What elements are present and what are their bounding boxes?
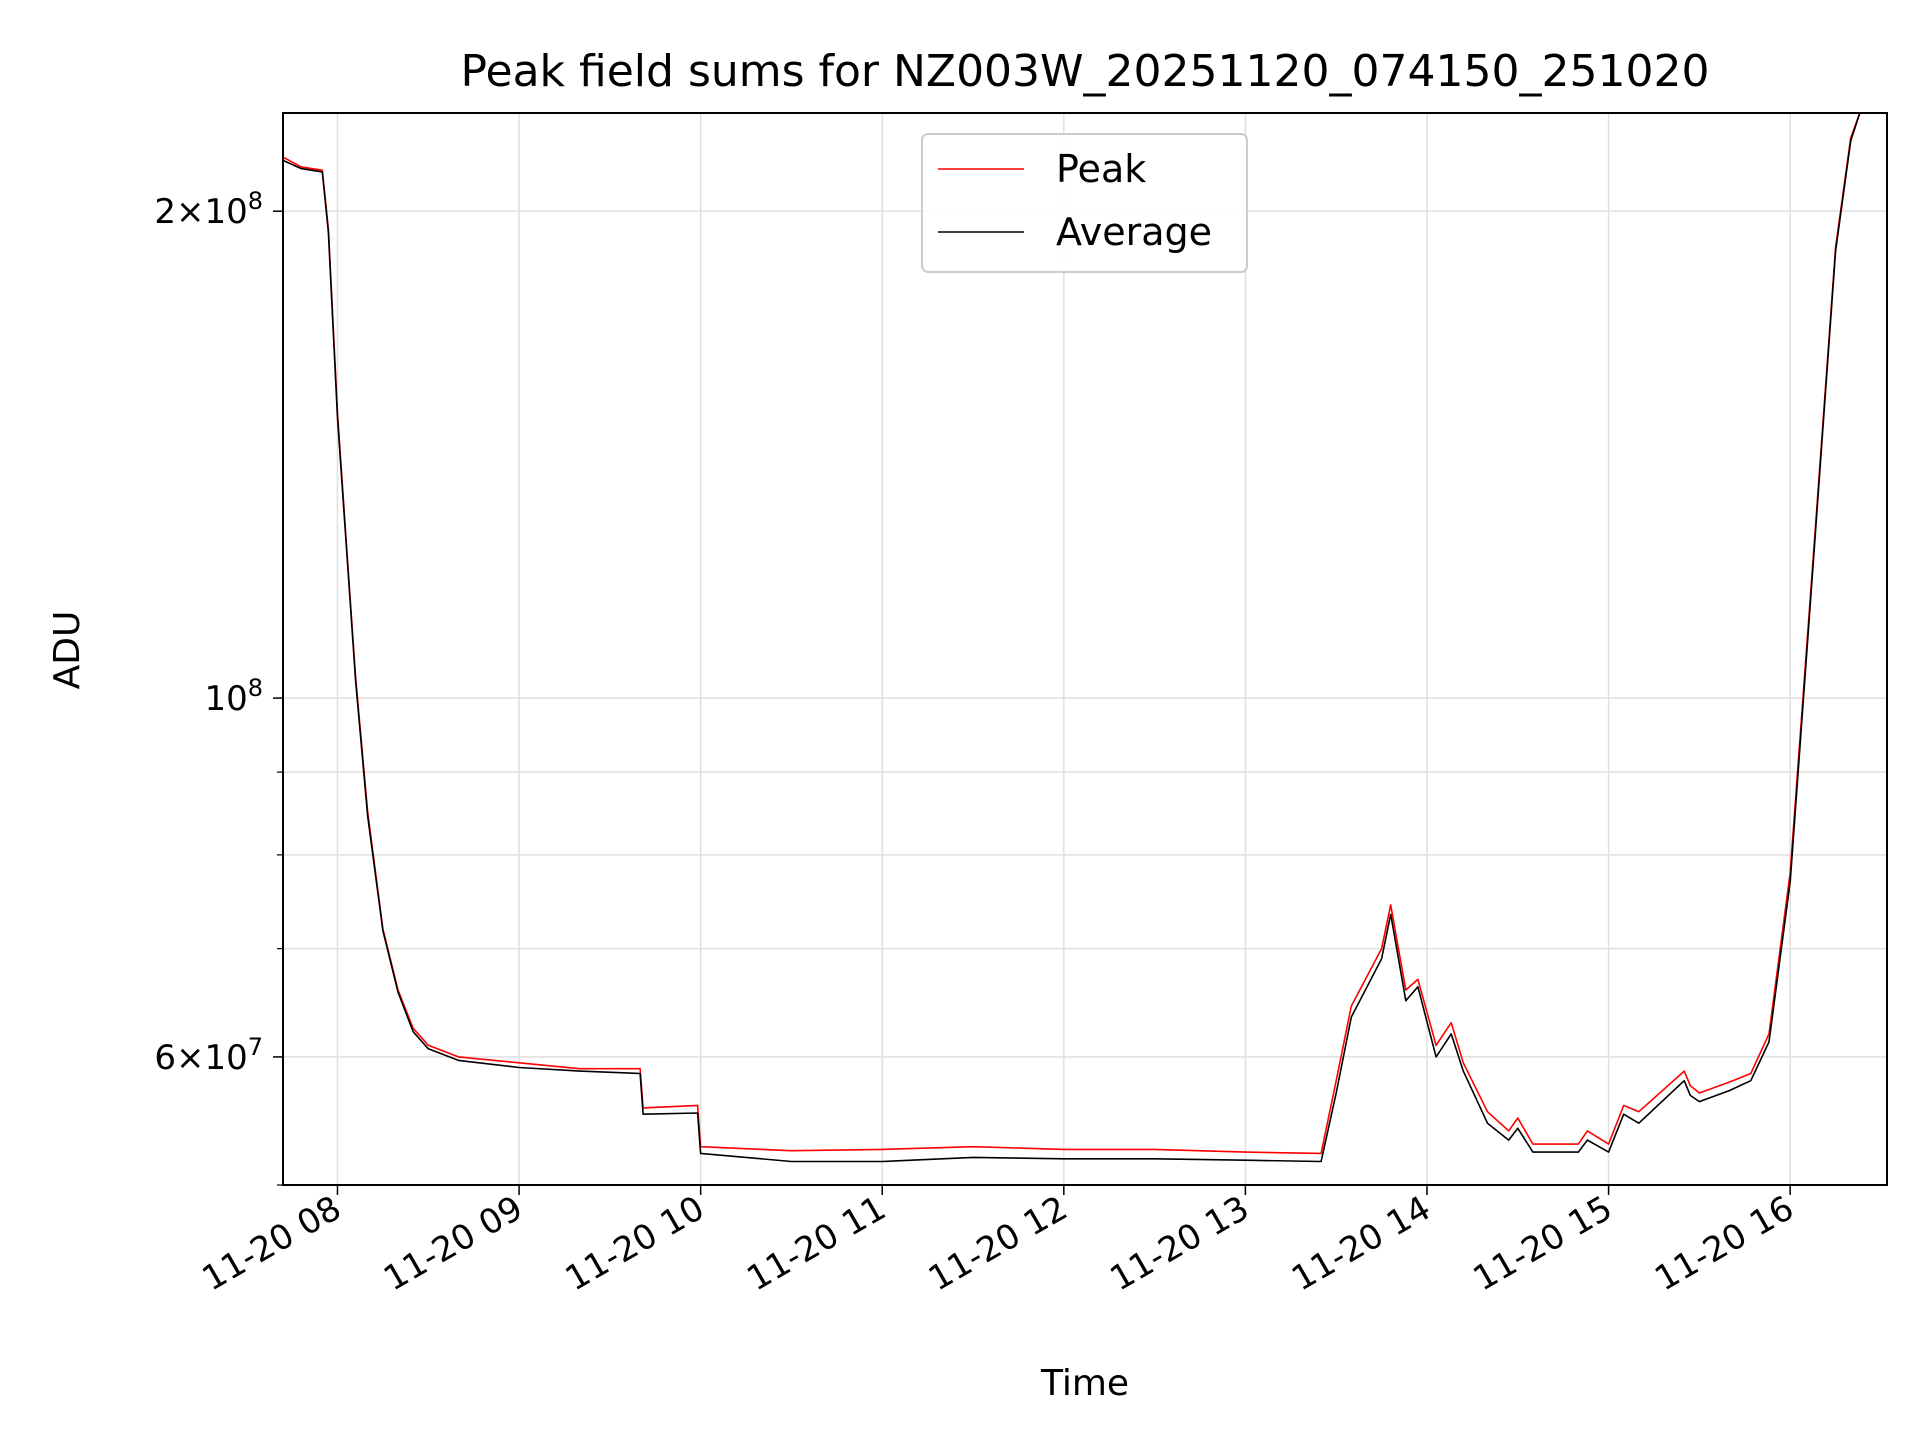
y-axis-label: ADU bbox=[47, 611, 88, 690]
plot-frame bbox=[282, 112, 1888, 1186]
y-axis: 2×108 108 6×107 bbox=[154, 187, 283, 1186]
x-axis-label: Time bbox=[1040, 1363, 1129, 1404]
y-tick-label: 2×108 bbox=[154, 187, 263, 232]
legend-label-peak: Peak bbox=[1056, 147, 1146, 191]
legend: Peak Average bbox=[921, 133, 1248, 273]
legend-label-average: Average bbox=[1056, 210, 1212, 254]
y-tick-label: 108 bbox=[204, 674, 263, 719]
y-tick-label: 6×107 bbox=[154, 1033, 263, 1078]
series-line-peak bbox=[283, 113, 1861, 1155]
series-line-average bbox=[283, 113, 1861, 1163]
chart-title: Peak field sums for NZ003W_20251120_0741… bbox=[461, 46, 1710, 97]
series-lines bbox=[283, 113, 1861, 1163]
